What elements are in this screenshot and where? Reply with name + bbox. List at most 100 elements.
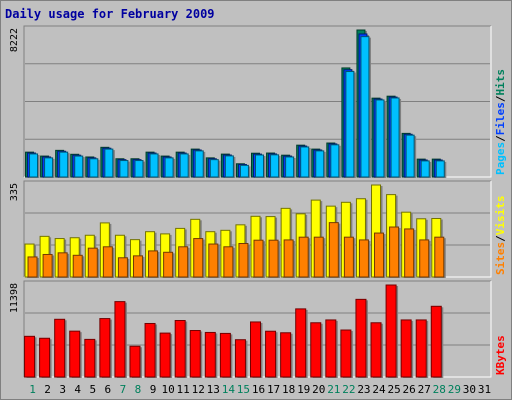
kbytes-bar-day-2 (39, 337, 52, 378)
pages-bar-day-19 (300, 146, 311, 178)
kbytes-bar-day-26 (400, 319, 414, 378)
x-tick-label-day-31: 31 (478, 383, 491, 396)
x-tick-label-day-6: 6 (105, 383, 112, 396)
kbytes-bar-day-28 (430, 305, 444, 378)
sites-bar-day-10 (163, 251, 175, 278)
sites-bar-day-4 (72, 254, 85, 278)
pages-bar-day-21 (330, 144, 341, 178)
sites-bar-day-9 (148, 250, 160, 278)
pages-bar-day-17 (270, 154, 281, 178)
panel-visits-sites: 335 (9, 180, 492, 278)
panel-kbytes: 11398 (9, 280, 492, 378)
x-tick-label-day-20: 20 (312, 383, 325, 396)
pages-bar-day-6 (104, 148, 115, 178)
x-tick-label-day-18: 18 (282, 383, 295, 396)
x-tick-label-day-23: 23 (357, 383, 370, 396)
kbytes-bar-day-22 (340, 329, 353, 378)
kbytes-bar-day-20 (310, 322, 323, 378)
kbytes-bar-day-13 (204, 331, 218, 378)
x-tick-label-day-8: 8 (135, 383, 142, 396)
kbytes-bar-day-10 (159, 332, 173, 378)
sites-bar-day-22 (343, 236, 356, 278)
kbytes-bar-day-23 (355, 298, 368, 378)
sites-bar-day-16 (253, 239, 265, 278)
kbytes-bar-day-11 (174, 319, 188, 378)
pages-bar-day-5 (89, 158, 100, 178)
kbytes-bar-day-27 (415, 319, 429, 378)
kbytes-bar-day-4 (69, 330, 82, 378)
sites-bar-day-17 (268, 239, 281, 278)
sites-bar-day-13 (208, 243, 220, 278)
kbytes-bar-day-12 (189, 330, 203, 378)
pages-bar-day-24 (375, 99, 387, 178)
pages-bar-day-13 (209, 159, 221, 178)
kbytes-bar-day-7 (114, 301, 127, 378)
bars-kbytes (24, 284, 444, 378)
sites-bar-day-12 (193, 238, 205, 278)
sites-bar-day-5 (87, 247, 100, 278)
kbytes-bar-day-8 (129, 345, 142, 378)
kbytes-bar-day-25 (385, 284, 399, 378)
pages-bar-day-23 (360, 36, 371, 178)
sites-bar-day-26 (404, 228, 416, 278)
x-tick-label-day-4: 4 (74, 383, 81, 396)
pages-bar-day-9 (149, 153, 161, 178)
x-tick-label-day-11: 11 (177, 383, 190, 396)
x-tick-label-day-10: 10 (161, 383, 174, 396)
sites-bar-day-2 (42, 253, 55, 278)
kbytes-bar-day-24 (370, 322, 384, 378)
bars-hits-files-pages (25, 29, 447, 178)
x-tick-label-day-7: 7 (120, 383, 127, 396)
right-label-sites-visits: Sites/Visits (494, 196, 507, 276)
sites-bar-day-19 (298, 236, 311, 278)
sites-bar-day-11 (178, 246, 190, 278)
sites-bar-day-6 (102, 246, 115, 278)
x-tick-label-day-13: 13 (207, 383, 220, 396)
kbytes-bar-day-5 (84, 338, 97, 378)
pages-bar-day-27 (420, 160, 432, 178)
sites-bar-day-7 (117, 257, 130, 278)
x-tick-label-day-2: 2 (44, 383, 51, 396)
pages-bar-day-2 (44, 157, 55, 178)
x-tick-label-day-27: 27 (418, 383, 431, 396)
pages-bar-day-15 (239, 164, 251, 178)
kbytes-bar-day-6 (99, 318, 112, 378)
pages-bar-day-1 (29, 153, 40, 178)
x-tick-label-day-5: 5 (89, 383, 96, 396)
pages-bar-day-14 (224, 155, 236, 178)
sites-bar-day-24 (374, 232, 386, 278)
pages-bar-day-16 (255, 154, 266, 178)
y-max-label: 11398 (9, 283, 20, 313)
bars-visits-sites (24, 184, 446, 278)
kbytes-bar-day-3 (54, 318, 67, 378)
pages-bar-day-26 (405, 134, 417, 178)
sites-bar-day-1 (27, 256, 40, 278)
x-tick-label-day-9: 9 (150, 383, 157, 396)
kbytes-bar-day-15 (234, 339, 248, 378)
x-tick-label-day-14: 14 (222, 383, 236, 396)
pages-bar-day-3 (59, 151, 70, 178)
sites-bar-day-15 (238, 242, 250, 278)
sites-bar-day-21 (328, 222, 341, 278)
sites-bar-day-27 (419, 239, 431, 278)
x-tick-label-day-30: 30 (463, 383, 476, 396)
kbytes-bar-day-1 (24, 335, 37, 378)
chart-panels: 8222 335 11398 (9, 25, 492, 378)
right-label-kbytes: KBytes (494, 335, 507, 375)
sites-bar-day-8 (132, 255, 145, 278)
x-tick-label-day-3: 3 (59, 383, 66, 396)
x-tick-label-day-1: 1 (29, 383, 36, 396)
pages-bar-day-18 (285, 156, 296, 178)
kbytes-bar-day-17 (265, 330, 278, 378)
pages-bar-day-11 (179, 153, 191, 178)
kbytes-bar-day-19 (295, 308, 308, 378)
x-tick-label-day-12: 12 (192, 383, 205, 396)
pages-bar-day-28 (435, 160, 447, 178)
kbytes-bar-day-14 (219, 332, 233, 378)
right-label-pages-files-hits: Pages/Files/Hits (494, 69, 507, 175)
pages-bar-day-10 (164, 157, 176, 178)
pages-bar-day-8 (134, 160, 145, 178)
pages-bar-day-4 (74, 155, 85, 178)
right-series-labels: Pages/Files/Hits Sites/Visits KBytes (494, 69, 507, 375)
kbytes-bar-day-16 (250, 321, 263, 378)
